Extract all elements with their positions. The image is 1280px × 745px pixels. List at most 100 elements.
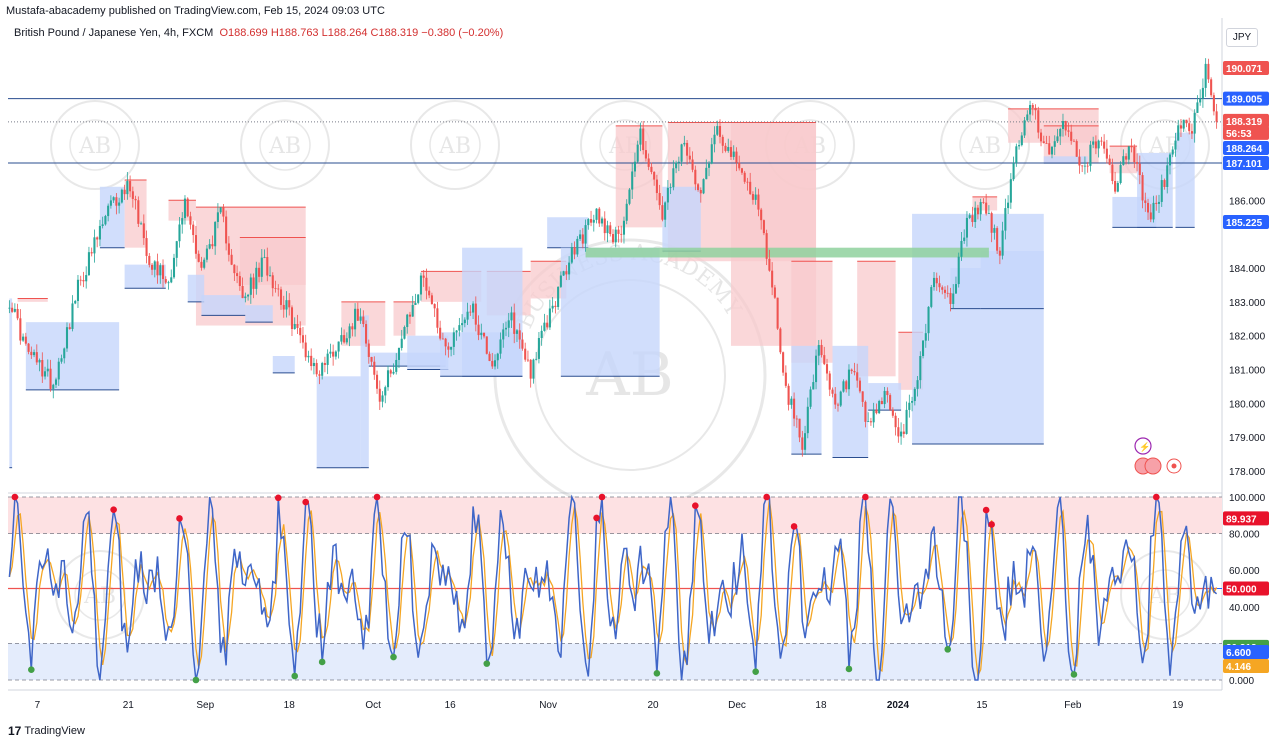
- candle: [606, 225, 609, 234]
- candle: [655, 179, 658, 194]
- candle: [329, 351, 332, 354]
- oversold-dot: [291, 672, 299, 680]
- candle: [19, 318, 22, 341]
- candle: [400, 338, 403, 348]
- candle: [746, 181, 749, 183]
- candle: [570, 247, 573, 263]
- candle: [208, 244, 211, 249]
- candle: [304, 342, 307, 358]
- candle: [321, 363, 324, 376]
- candle: [200, 261, 203, 268]
- candle: [924, 333, 927, 341]
- time-tick-label: Feb: [1064, 700, 1082, 711]
- candle: [946, 292, 949, 294]
- candle: [461, 323, 464, 326]
- candle: [702, 179, 705, 194]
- candle: [115, 197, 118, 206]
- candle: [1039, 132, 1043, 142]
- time-tick-label: 19: [1172, 700, 1184, 711]
- price-badge-label: 188.264: [1226, 144, 1263, 155]
- candle: [1089, 144, 1092, 166]
- candle: [842, 381, 845, 392]
- oversold-dot: [192, 676, 200, 684]
- candle: [118, 202, 121, 206]
- candle: [683, 142, 686, 145]
- candle: [919, 356, 922, 381]
- watermark-seal-inner: [959, 119, 1011, 171]
- price-badge-bg: [1223, 61, 1269, 75]
- watermark-initials: AB: [968, 134, 1001, 159]
- footer-brand: TradingView: [24, 725, 85, 737]
- oversold-dot: [28, 666, 35, 674]
- candle: [65, 327, 69, 349]
- watermark-seal: [410, 100, 500, 190]
- candle: [436, 308, 439, 328]
- candle: [340, 335, 343, 342]
- candle: [1064, 121, 1067, 131]
- candle: [288, 300, 291, 308]
- candle: [216, 212, 219, 222]
- candle: [579, 234, 582, 239]
- currency-button[interactable]: JPY: [1226, 28, 1258, 47]
- candle: [1004, 208, 1007, 231]
- time-tick-label: 18: [815, 700, 827, 711]
- candle: [49, 368, 52, 389]
- candle: [584, 225, 587, 244]
- price-badge-bg: [1223, 215, 1269, 229]
- candle: [546, 322, 549, 328]
- candle: [499, 339, 502, 354]
- candle: [801, 437, 804, 450]
- watermark-seal: [50, 100, 140, 190]
- candle: [307, 355, 310, 358]
- candle: [76, 279, 80, 301]
- candle: [1177, 125, 1180, 141]
- candle: [664, 202, 667, 220]
- candle: [735, 151, 738, 163]
- candle: [814, 355, 818, 383]
- overbought-dot: [598, 493, 606, 501]
- candle: [1048, 143, 1051, 155]
- candle: [397, 347, 401, 360]
- candle: [894, 415, 897, 428]
- candle: [463, 319, 466, 324]
- watermark-seal: [940, 100, 1030, 190]
- candle: [247, 294, 250, 297]
- demand-zone: [980, 251, 1044, 309]
- candle: [902, 431, 905, 434]
- candle: [875, 409, 878, 414]
- candle: [430, 295, 433, 305]
- candle: [979, 202, 982, 215]
- candle: [869, 421, 872, 423]
- candle: [647, 158, 650, 167]
- candle: [274, 288, 277, 290]
- candle: [1179, 125, 1183, 129]
- candle: [96, 237, 99, 240]
- candle: [510, 312, 513, 321]
- candle: [384, 387, 387, 396]
- candle: [1100, 140, 1103, 142]
- candle: [129, 181, 132, 192]
- price-badge-label: 185.225: [1226, 218, 1263, 229]
- candle: [194, 235, 197, 254]
- demand-zone: [99, 186, 125, 248]
- candle: [1007, 202, 1010, 209]
- candle: [913, 388, 916, 402]
- candle: [557, 286, 560, 307]
- candle: [411, 305, 414, 317]
- candle: [255, 267, 258, 289]
- candle: [189, 216, 192, 225]
- candle: [183, 198, 187, 219]
- candle: [230, 254, 233, 265]
- candle: [161, 265, 165, 280]
- candle: [732, 151, 735, 157]
- candle: [1108, 158, 1111, 165]
- candle: [1034, 107, 1037, 111]
- overbought-dot: [110, 506, 117, 514]
- osc-badge-bg: [1223, 645, 1269, 659]
- candle: [8, 307, 11, 309]
- candle: [408, 314, 412, 317]
- candle: [238, 276, 241, 287]
- osc-badge-label: 4.146: [1226, 662, 1251, 673]
- watermark-seal-inner: [429, 119, 481, 171]
